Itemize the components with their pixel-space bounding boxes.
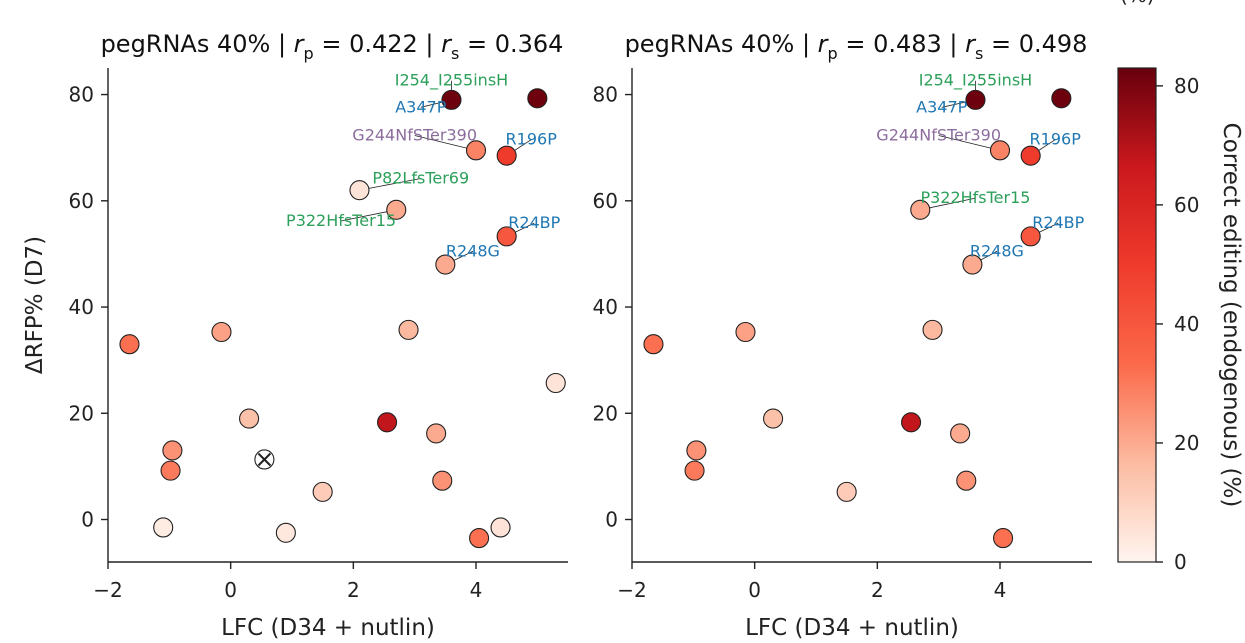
scatter-panel-right: 0 20 40 60 80 −2 0 2 4 LFC (D34 + nutlin) pegRNAs …	[593, 30, 1092, 641]
y-tick-label: 20	[593, 401, 618, 425]
colorbar: 0 20 40 60 80 Correct editing (endogenous) (%…	[1117, 67, 1244, 574]
data-point	[386, 199, 407, 220]
point-annotation: R248G	[446, 241, 500, 260]
point-annotation: G244NfSTer390	[876, 125, 1001, 144]
y-tick-label: 60	[593, 189, 618, 213]
point-annotation: R24BP	[508, 213, 560, 232]
annotation-leader	[359, 178, 421, 191]
data-point	[239, 408, 260, 429]
y-tick-label: 60	[69, 189, 94, 213]
data-point	[836, 481, 857, 502]
data-point	[119, 334, 140, 355]
data-point	[545, 372, 566, 394]
y-tick-label: 20	[69, 401, 94, 425]
annotation-leader	[938, 135, 1001, 151]
x-tick-label: 4	[470, 578, 483, 602]
data-point	[686, 440, 707, 461]
y-tick-label: 80	[593, 83, 618, 107]
data-point	[160, 460, 181, 481]
data-point	[684, 460, 705, 481]
x-tick-label: 2	[871, 578, 884, 602]
chart-title: pegRNAs 40% | rp = 0.483 | rs = 0.498	[625, 30, 1088, 63]
data-point	[910, 199, 931, 220]
y-tick-label: 40	[593, 295, 618, 319]
colorbar-tick-label: 60	[1174, 193, 1199, 217]
data-point	[962, 254, 983, 275]
excluded-mark	[257, 452, 272, 467]
data-point	[435, 254, 456, 275]
annotation-leader	[414, 135, 477, 151]
data-point	[989, 140, 1011, 161]
data-point	[1020, 226, 1041, 247]
data-point	[496, 226, 517, 247]
data-point	[398, 319, 419, 340]
x-tick-label: 2	[347, 578, 360, 602]
x-tick-label: 0	[224, 578, 237, 602]
scatter-panel-left: 0 20 40 60 80 −2 0 2 4 LFC (D34 + nutlin) ΔRFP% (D…	[22, 30, 568, 641]
x-tick-label: −2	[93, 578, 122, 602]
colorbar-tick-label: 40	[1174, 312, 1199, 336]
corner-text: (%)	[1120, 0, 1155, 7]
point-annotation: I254_I255insH	[919, 71, 1032, 91]
data-point	[469, 528, 490, 549]
x-tick-label: 4	[994, 578, 1007, 602]
point-annotation: R196P	[506, 130, 558, 149]
point-annotation: A347P	[916, 97, 967, 116]
point-annotation: A347P	[395, 97, 446, 116]
point-annotation: R24BP	[1032, 213, 1084, 232]
point-annotation: P322HfsTer15	[920, 188, 1030, 207]
data-point	[496, 145, 517, 166]
y-tick-label: 0	[605, 508, 618, 532]
data-point	[1020, 145, 1041, 166]
data-point	[441, 89, 462, 110]
data-point	[956, 470, 977, 491]
data-point	[901, 412, 922, 433]
data-point	[153, 517, 174, 538]
data-point	[162, 440, 183, 461]
data-point	[950, 423, 971, 444]
colorbar-tick-label: 80	[1174, 74, 1199, 98]
data-point	[735, 321, 756, 343]
data-point	[349, 180, 370, 201]
y-tick-label: 80	[69, 83, 94, 107]
point-annotation: P322HfsTer15	[286, 211, 396, 230]
data-point	[763, 408, 784, 429]
colorbar-tick-label: 20	[1174, 431, 1199, 455]
colorbar-label: Correct editing (endogenous) (%)	[1218, 123, 1244, 508]
point-annotation: R196P	[1030, 130, 1082, 149]
data-point	[211, 321, 232, 343]
x-tick-label: −2	[617, 578, 646, 602]
data-point	[432, 470, 453, 491]
data-point	[643, 334, 664, 355]
data-point	[426, 423, 447, 444]
data-point	[490, 517, 511, 538]
chart-title: pegRNAs 40% | rp = 0.422 | rs = 0.364	[101, 30, 564, 63]
data-point	[993, 528, 1014, 549]
colorbar-tick-label: 0	[1174, 550, 1187, 574]
point-annotation: I254_I255insH	[395, 71, 508, 91]
colorbar-gradient	[1117, 67, 1157, 563]
y-tick-label: 0	[81, 508, 94, 532]
data-point	[377, 412, 398, 433]
data-point	[275, 522, 296, 543]
data-point	[312, 481, 333, 502]
data-point	[1051, 88, 1072, 109]
point-annotation: R248G	[970, 241, 1024, 260]
x-tick-label: 0	[748, 578, 761, 602]
data-point	[922, 319, 943, 340]
x-axis-label: LFC (D34 + nutlin)	[221, 615, 435, 641]
x-axis-label: LFC (D34 + nutlin)	[745, 615, 959, 641]
data-point	[965, 89, 986, 110]
y-axis-label: ΔRFP% (D7)	[22, 236, 48, 374]
point-annotation: G244NfSTer390	[352, 125, 477, 144]
point-annotation: P82LfsTer69	[372, 168, 469, 187]
data-point	[465, 140, 487, 161]
y-tick-label: 40	[69, 295, 94, 319]
data-point	[527, 88, 548, 109]
